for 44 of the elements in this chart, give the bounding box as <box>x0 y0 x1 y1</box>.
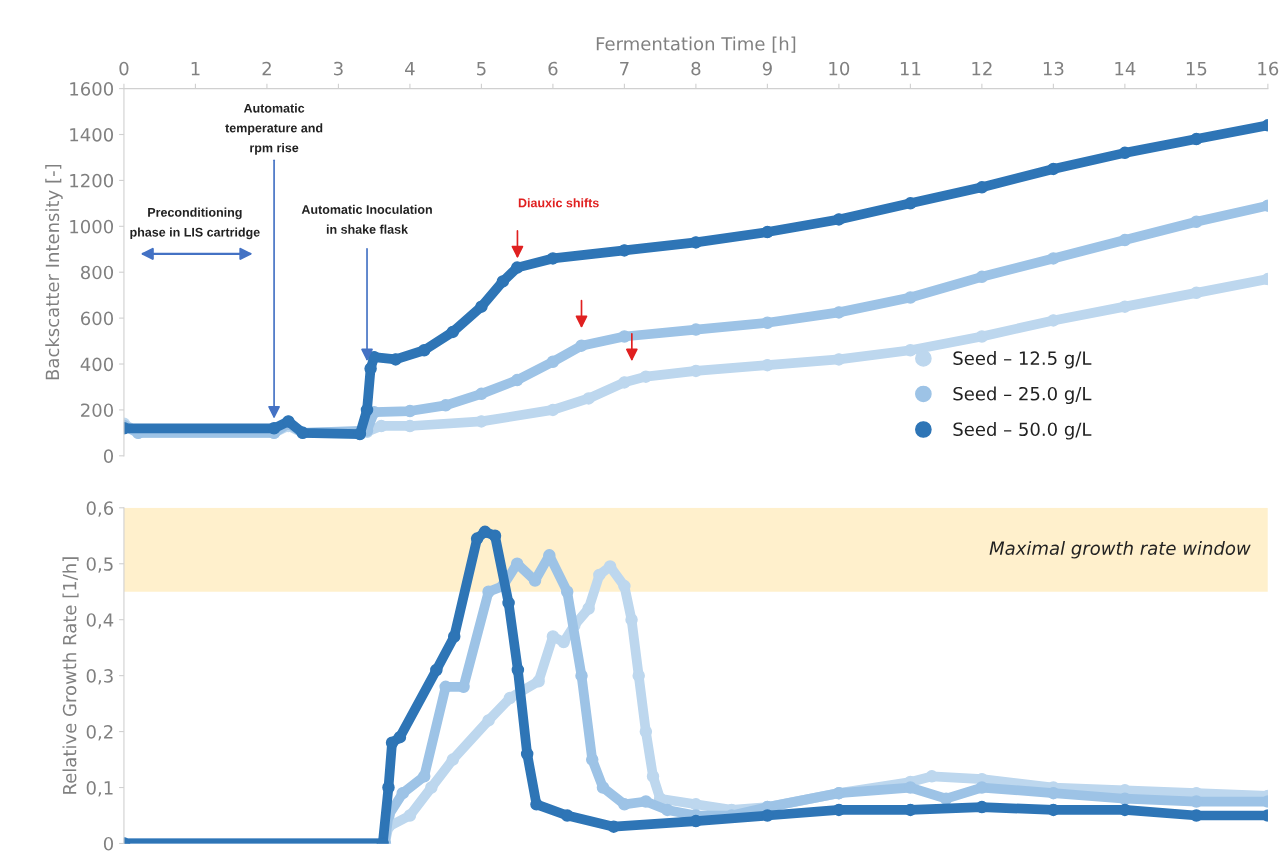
y-axis-title: Relative Growth Rate [1/h] <box>62 557 79 794</box>
y-tick-label: 0,4 <box>86 613 114 629</box>
y-tick-label: 800 <box>80 265 114 280</box>
x-tick-label: 15 <box>1186 61 1207 76</box>
x-tick-label: 8 <box>691 61 701 76</box>
y-tick-label: 0,6 <box>86 501 114 517</box>
legend-label: Seed – 25.0 g/L <box>953 386 1092 405</box>
y-tick-label: 1600 <box>70 82 114 96</box>
y-tick-label: 200 <box>81 403 114 418</box>
x-tick-label: 10 <box>829 61 850 76</box>
x-tick-label: 7 <box>620 61 629 76</box>
x-tick-label: 3 <box>334 61 343 76</box>
y-tick-label: 1400 <box>70 127 114 142</box>
x-tick-label: 9 <box>762 61 772 76</box>
y-tick-label: 0 <box>103 836 114 851</box>
x-tick-label: 13 <box>1043 61 1064 76</box>
y-tick-label: 600 <box>81 311 114 326</box>
annotation: Automatic temperature and rpm rise <box>225 103 323 155</box>
x-tick-label: 2 <box>262 61 271 76</box>
y-tick-label: 0,3 <box>86 669 113 685</box>
y-tick-label: 0,2 <box>86 725 113 741</box>
x-tick-label: 16 <box>1258 61 1279 76</box>
y-tick-label: 400 <box>80 357 114 372</box>
y-tick-label: 1200 <box>70 173 114 188</box>
x-tick-label: 0 <box>119 61 129 76</box>
x-tick-label: 1 <box>191 61 200 76</box>
x-tick-label: 11 <box>900 61 921 76</box>
annotation: Preconditioning phase in LIS cartridge <box>130 207 260 240</box>
annotation: Automatic Inoculation in shake flask <box>301 204 432 234</box>
x-tick-label: 5 <box>477 61 486 76</box>
x-tick-label: 4 <box>405 61 415 76</box>
x-tick-label: 6 <box>548 61 558 76</box>
x-tick-label: 14 <box>1115 61 1136 76</box>
band-label: Maximal growth rate window <box>989 541 1251 559</box>
legend-label: Seed – 12.5 g/L <box>953 351 1092 369</box>
y-tick-label: 0,1 <box>86 780 113 797</box>
annotation: Diauxic shifts <box>518 198 599 208</box>
legend-label: Seed – 50.0 g/L <box>953 422 1092 440</box>
y-axis-title: Backscatter Intensity [-] <box>45 164 63 380</box>
x-tick-label: 12 <box>972 61 992 76</box>
x-axis-title: Fermentation Time [h] <box>596 36 796 53</box>
y-tick-label: 0 <box>103 449 114 463</box>
y-tick-label: 0,5 <box>86 557 113 573</box>
y-tick-label: 1000 <box>70 219 114 234</box>
